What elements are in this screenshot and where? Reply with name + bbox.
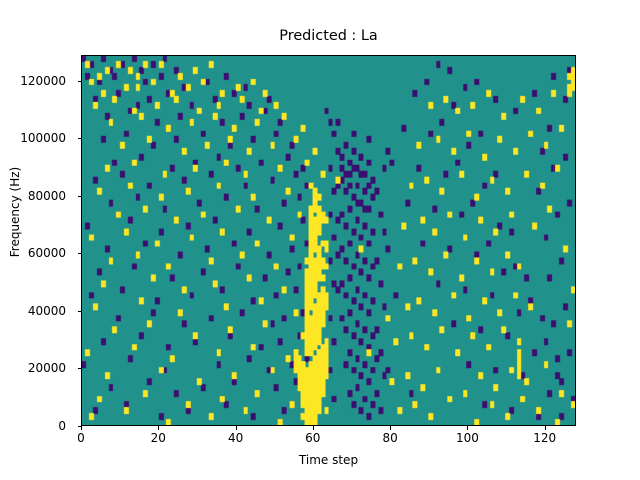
y-tick-mark: [77, 368, 81, 370]
x-tick-label: 20: [150, 431, 166, 445]
x-tick-label: 40: [227, 431, 244, 445]
y-tick-label: 100000: [20, 131, 66, 146]
x-tick-mark: [158, 426, 160, 430]
x-tick-label: 120: [533, 431, 557, 445]
y-tick-mark: [77, 426, 81, 427]
spectrogram-heatmap: [82, 56, 575, 425]
x-tick-label: 0: [77, 431, 85, 445]
x-tick-label: 80: [382, 431, 398, 445]
plot-area: [81, 55, 576, 426]
x-tick-label: 60: [305, 431, 321, 445]
y-tick-label: 40000: [27, 303, 66, 318]
x-tick-mark: [467, 426, 469, 430]
x-tick-mark: [81, 426, 82, 430]
x-tick-mark: [312, 426, 314, 430]
x-tick-label: 100: [455, 431, 479, 445]
x-tick-mark: [544, 426, 546, 430]
y-tick-label: 80000: [27, 188, 66, 203]
x-axis-label: Time step: [298, 453, 359, 467]
x-tick-mark: [390, 426, 392, 430]
y-tick-label: 60000: [27, 246, 66, 261]
x-tick-mark: [235, 426, 237, 430]
y-tick-label: 20000: [27, 361, 66, 376]
y-tick-label: 0: [58, 419, 66, 433]
y-axis-label: Frequency (Hz): [8, 166, 22, 258]
y-tick-mark: [77, 310, 81, 312]
y-tick-mark: [77, 253, 81, 255]
y-tick-mark: [77, 138, 81, 140]
page-title: Predicted : La: [279, 28, 378, 44]
y-tick-mark: [77, 80, 81, 82]
y-tick-label: 120000: [20, 73, 66, 88]
y-tick-mark: [77, 195, 81, 197]
